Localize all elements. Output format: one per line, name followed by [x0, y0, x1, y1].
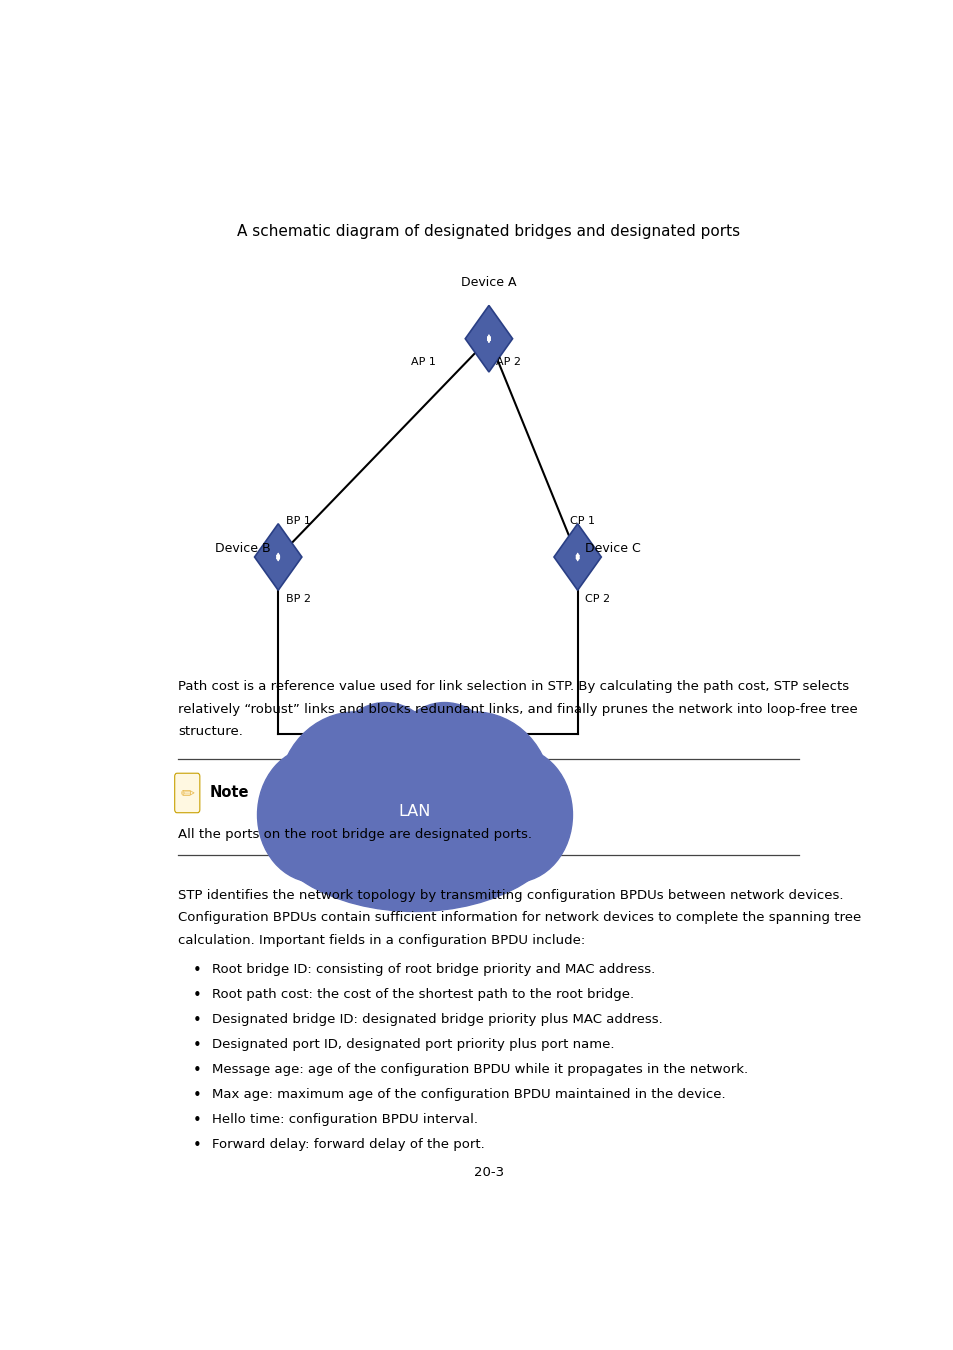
Ellipse shape	[396, 711, 551, 873]
Text: Device B: Device B	[215, 541, 271, 555]
Text: A schematic diagram of designated bridges and designated ports: A schematic diagram of designated bridge…	[237, 224, 740, 239]
Text: Device A: Device A	[460, 275, 517, 289]
Ellipse shape	[262, 722, 567, 911]
Text: ✏: ✏	[180, 784, 194, 802]
Polygon shape	[465, 305, 512, 373]
Text: •: •	[193, 964, 201, 979]
Text: •: •	[193, 1138, 201, 1153]
Text: Root path cost: the cost of the shortest path to the root bridge.: Root path cost: the cost of the shortest…	[212, 988, 633, 1002]
Text: •: •	[193, 1064, 201, 1079]
Text: •: •	[193, 1088, 201, 1103]
Text: Path cost is a reference value used for link selection in STP. By calculating th: Path cost is a reference value used for …	[178, 679, 848, 693]
Text: Note: Note	[210, 786, 249, 801]
Text: AP 2: AP 2	[496, 356, 520, 367]
Text: AP 1: AP 1	[411, 356, 436, 367]
Text: Forward delay: forward delay of the port.: Forward delay: forward delay of the port…	[212, 1138, 484, 1152]
Text: BP 2: BP 2	[285, 594, 311, 603]
Text: Designated port ID, designated port priority plus port name.: Designated port ID, designated port prio…	[212, 1038, 614, 1052]
Text: Root bridge ID: consisting of root bridge priority and MAC address.: Root bridge ID: consisting of root bridg…	[212, 964, 654, 976]
Ellipse shape	[328, 702, 442, 837]
Text: BP 1: BP 1	[285, 516, 310, 525]
Text: relatively “robust” links and blocks redundant links, and finally prunes the net: relatively “robust” links and blocks red…	[178, 702, 858, 716]
Text: Hello time: configuration BPDU interval.: Hello time: configuration BPDU interval.	[212, 1114, 477, 1126]
Text: Designated bridge ID: designated bridge priority plus MAC address.: Designated bridge ID: designated bridge …	[212, 1014, 661, 1026]
Polygon shape	[254, 524, 301, 590]
Text: Max age: maximum age of the configuration BPDU maintained in the device.: Max age: maximum age of the configuratio…	[212, 1088, 724, 1102]
Text: All the ports on the root bridge are designated ports.: All the ports on the root bridge are des…	[178, 829, 532, 841]
Text: •: •	[193, 1114, 201, 1129]
Text: 20-3: 20-3	[474, 1165, 503, 1179]
Ellipse shape	[387, 702, 501, 837]
Ellipse shape	[257, 748, 373, 883]
Text: LAN: LAN	[398, 805, 431, 819]
Text: •: •	[193, 988, 201, 1003]
Ellipse shape	[456, 748, 572, 883]
Ellipse shape	[278, 711, 433, 873]
Text: Device C: Device C	[584, 541, 640, 555]
Text: Configuration BPDUs contain sufficient information for network devices to comple: Configuration BPDUs contain sufficient i…	[178, 911, 861, 925]
Text: calculation. Important fields in a configuration BPDU include:: calculation. Important fields in a confi…	[178, 934, 585, 948]
Polygon shape	[554, 524, 600, 590]
Text: STP identifies the network topology by transmitting configuration BPDUs between : STP identifies the network topology by t…	[178, 888, 843, 902]
Text: •: •	[193, 1038, 201, 1053]
Text: •: •	[193, 1014, 201, 1029]
Text: CP 2: CP 2	[584, 594, 610, 603]
Text: Message age: age of the configuration BPDU while it propagates in the network.: Message age: age of the configuration BP…	[212, 1064, 747, 1076]
FancyBboxPatch shape	[174, 774, 199, 813]
Text: structure.: structure.	[178, 725, 243, 738]
Text: CP 1: CP 1	[570, 516, 595, 525]
